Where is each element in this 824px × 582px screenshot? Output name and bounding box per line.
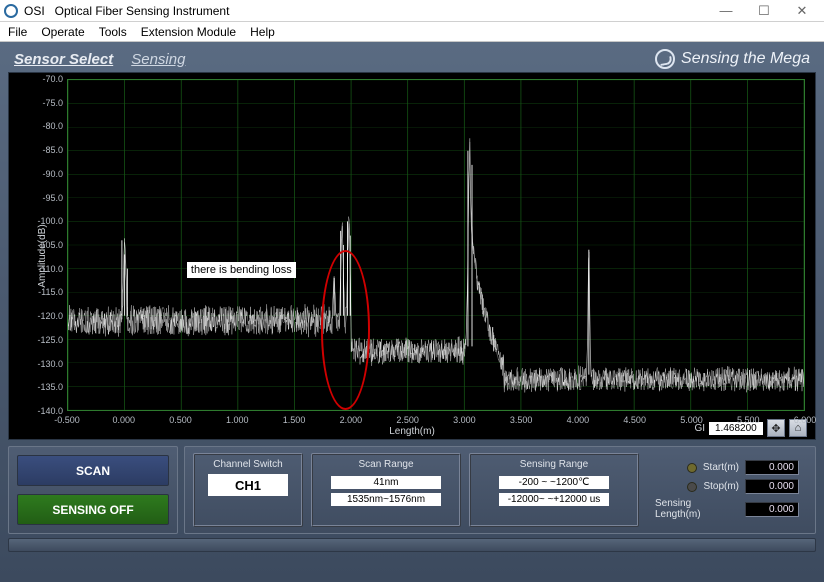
x-tick: 1.000 (226, 415, 249, 425)
y-tick: -130.0 (27, 359, 63, 369)
action-buttons-group: SCAN SENSING OFF (8, 446, 178, 534)
sensing-length-value[interactable]: 0.000 (745, 502, 799, 517)
x-tick: -0.500 (54, 415, 80, 425)
y-tick: -95.0 (27, 193, 63, 203)
stop-indicator-icon (687, 482, 697, 492)
header-row: Sensor Select Sensing Sensing the Mega (4, 46, 820, 72)
y-tick: -70.0 (27, 74, 63, 84)
annotation-label: there is bending loss (187, 262, 296, 278)
window-minimize-button[interactable]: — (714, 3, 738, 19)
window-titlebar: OSI Optical Fiber Sensing Instrument — ☐… (0, 0, 824, 22)
sensing-range-time: -12000~ ~+12000 us (499, 493, 609, 506)
sensor-select-tab[interactable]: Sensor Select (14, 51, 113, 68)
x-tick: 3.500 (510, 415, 533, 425)
y-tick: -110.0 (27, 264, 63, 274)
chart-zone: Amplitude(dB) Length(m) there is bending… (8, 72, 816, 440)
menubar: File Operate Tools Extension Module Help (0, 22, 824, 42)
sensing-tab[interactable]: Sensing (131, 51, 185, 68)
bottom-scrollbar[interactable] (8, 538, 816, 552)
app-short-name: OSI (24, 4, 45, 18)
channel-switch-title: Channel Switch (213, 459, 282, 470)
y-tick: -75.0 (27, 98, 63, 108)
annotation-ellipse (321, 250, 371, 410)
x-tick: 6.000 (794, 415, 817, 425)
channel-switch-group: Channel Switch CH1 (193, 453, 303, 527)
menu-file[interactable]: File (8, 25, 27, 39)
y-tick: -85.0 (27, 145, 63, 155)
y-tick: -120.0 (27, 311, 63, 321)
brand-text: Sensing the Mega (681, 50, 810, 68)
x-tick: 3.000 (453, 415, 476, 425)
readouts-group: Start(m) 0.000 Stop(m) 0.000 Sensing Len… (647, 453, 807, 527)
x-tick: 0.000 (113, 415, 136, 425)
stop-value[interactable]: 0.000 (745, 479, 799, 494)
sensing-range-title: Sensing Range (520, 459, 588, 470)
sensing-range-group: Sensing Range -200 ~ ~1200℃ -12000~ ~+12… (469, 453, 639, 527)
window-maximize-button[interactable]: ☐ (752, 3, 776, 19)
x-tick: 1.500 (283, 415, 306, 425)
scan-range-value: 41nm (331, 476, 441, 489)
plot-area[interactable]: there is bending loss (67, 79, 805, 411)
scan-range-group: Scan Range 41nm 1535nm~1576nm (311, 453, 461, 527)
stop-label: Stop(m) (703, 481, 739, 492)
y-tick: -125.0 (27, 335, 63, 345)
y-axis-label: Amplitude(dB) (37, 224, 48, 287)
app-body: Sensor Select Sensing Sensing the Mega A… (0, 42, 824, 582)
y-tick: -115.0 (27, 287, 63, 297)
scan-range-title: Scan Range (358, 459, 413, 470)
x-tick: 0.500 (169, 415, 192, 425)
sensing-range-temp: -200 ~ ~1200℃ (499, 476, 609, 489)
pan-tool-button[interactable]: ✥ (767, 419, 785, 437)
sensing-off-button[interactable]: SENSING OFF (17, 494, 169, 525)
x-tick: 4.500 (623, 415, 646, 425)
window-title: Optical Fiber Sensing Instrument (55, 4, 230, 18)
start-label: Start(m) (703, 462, 739, 473)
y-tick: -105.0 (27, 240, 63, 250)
menu-tools[interactable]: Tools (99, 25, 127, 39)
app-icon (4, 4, 18, 18)
brand: Sensing the Mega (655, 49, 810, 69)
sensing-length-label: Sensing Length(m) (655, 498, 739, 520)
x-tick: 5.500 (737, 415, 760, 425)
brand-icon (655, 49, 675, 69)
y-tick: -90.0 (27, 169, 63, 179)
x-tick: 2.500 (396, 415, 419, 425)
x-tick: 4.000 (567, 415, 590, 425)
menu-operate[interactable]: Operate (41, 25, 84, 39)
menu-help[interactable]: Help (250, 25, 275, 39)
start-value[interactable]: 0.000 (745, 460, 799, 475)
channel-value[interactable]: CH1 (208, 474, 288, 496)
x-tick: 2.000 (340, 415, 363, 425)
y-tick: -100.0 (27, 216, 63, 226)
window-close-button[interactable]: ✕ (790, 3, 814, 19)
y-tick: -135.0 (27, 382, 63, 392)
menu-extension-module[interactable]: Extension Module (141, 25, 236, 39)
control-panel: SCAN SENSING OFF Channel Switch CH1 Scan… (8, 446, 816, 534)
x-axis-label: Length(m) (389, 426, 435, 437)
scan-button[interactable]: SCAN (17, 455, 169, 486)
y-tick: -80.0 (27, 121, 63, 131)
scan-range-subrange: 1535nm~1576nm (331, 493, 441, 506)
start-indicator-icon (687, 463, 697, 473)
x-tick: 5.000 (680, 415, 703, 425)
